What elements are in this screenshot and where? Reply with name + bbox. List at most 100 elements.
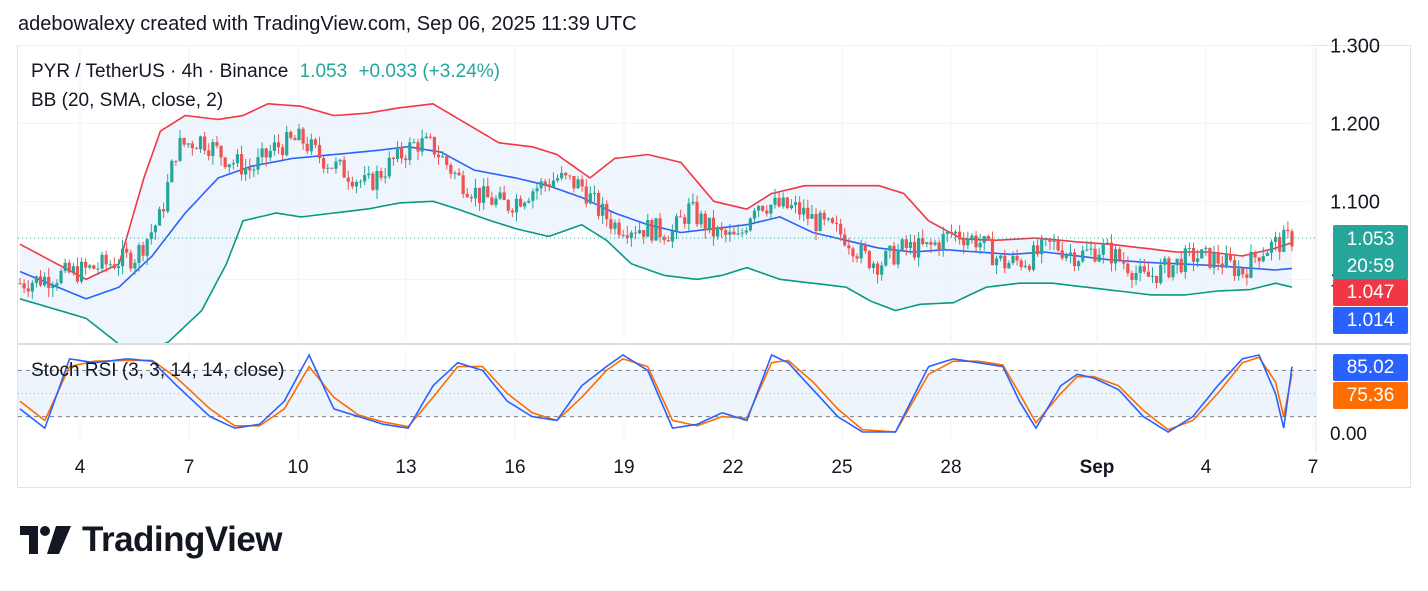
candle-body [847,245,851,249]
candle-body [1228,254,1233,261]
candle-body [445,156,449,165]
candle-body [851,248,855,257]
candle-body [395,146,400,159]
time-tick-label: 7 [1308,457,1319,478]
candle-body [789,205,794,209]
candle-body [141,245,145,256]
candle-body [650,220,654,241]
candle-body [978,242,982,248]
candle-body [859,244,863,259]
candle-body [424,136,428,139]
candle-body [1249,251,1253,278]
candle-body [178,138,182,161]
candle-body [1036,245,1040,255]
candle-body [621,234,625,236]
candle-body [580,179,584,187]
candle-body [1011,255,1015,264]
candle-body [609,219,613,229]
candle-body [334,161,338,169]
candle-body [1138,266,1142,274]
candle-body [84,261,88,268]
tradingview-logo[interactable]: TradingView [20,520,283,560]
candle-body [43,276,47,286]
candle-body [830,218,835,224]
candle-body [1224,254,1228,268]
candle-body [999,255,1003,259]
candle-body [170,160,174,183]
candle-body [1179,258,1183,273]
candle-body [892,245,896,265]
bb-upper-line [19,102,1293,281]
bb-lower-line [19,200,1293,343]
candle-body [1253,251,1257,258]
candle-body [100,254,104,269]
candle-body [613,222,617,229]
candle-body [1113,249,1118,264]
candle-body [982,236,986,243]
candle-body [133,262,137,269]
candle-body [646,220,650,237]
candle-body [986,236,990,239]
axes: 1.3001.2001.1001.0000.004710131619222528… [75,35,1380,478]
time-tick-label: 19 [613,457,634,478]
candle-body [1286,229,1290,232]
candle-body [75,266,80,282]
candle-body [785,197,789,209]
candle-body [67,262,71,273]
candle-body [1060,250,1064,259]
candle-body [543,181,547,185]
bb-legend[interactable]: BB (20, SMA, close, 2) [31,90,224,111]
candle-body [350,181,354,187]
candle-body [1056,240,1060,251]
candle-body [572,175,576,189]
candle-body [1023,265,1027,268]
candle-body [715,227,720,237]
stoch-legend[interactable]: Stoch RSI (3, 3, 14, 14, close) [31,360,285,381]
candle-body [174,160,178,162]
candle-body [498,192,502,199]
bb-basis-tag: 1.014 [1333,307,1408,334]
candle-body [51,285,55,289]
time-tick-label: 4 [75,457,86,478]
candle-body [1167,258,1171,278]
candle-body [1077,261,1081,267]
candle-body [116,266,121,269]
candle-body [297,128,301,141]
candle-body [1146,271,1150,277]
candle-body [342,159,346,178]
candle-body [96,268,100,270]
candle-body [765,210,769,214]
symbol-legend[interactable]: PYR / TetherUS · 4h · Binance 1.053 +0.0… [31,61,500,83]
candle-body [1204,247,1208,250]
price-tick-label: 1.100 [1330,191,1380,213]
candle-body [679,216,683,218]
candle-body [272,142,276,151]
candle-body [551,180,556,188]
candle-body [1052,240,1056,242]
candle-body [309,139,313,152]
candle-body [929,242,933,245]
attribution-text: adebowalexy created with TradingView.com… [18,13,637,35]
candle-body [1200,249,1204,259]
candle-body [793,202,798,206]
candle-body [1290,231,1294,247]
candle-body [662,236,666,241]
candle-body [190,143,194,149]
candle-body [1134,273,1138,280]
candle-body [227,164,231,168]
candle-body [281,147,285,156]
candle-body [687,203,691,224]
candle-body [125,248,129,253]
candle-body [166,182,170,212]
candle-body [695,201,699,225]
candle-body [112,264,116,269]
candle-body [104,254,108,265]
candle-body [1126,263,1130,274]
candle-body [642,230,646,237]
candle-body [1105,242,1109,244]
candle-body [1265,252,1269,257]
candle-body [129,252,133,269]
candle-body [728,231,732,235]
candle-body [235,154,240,164]
